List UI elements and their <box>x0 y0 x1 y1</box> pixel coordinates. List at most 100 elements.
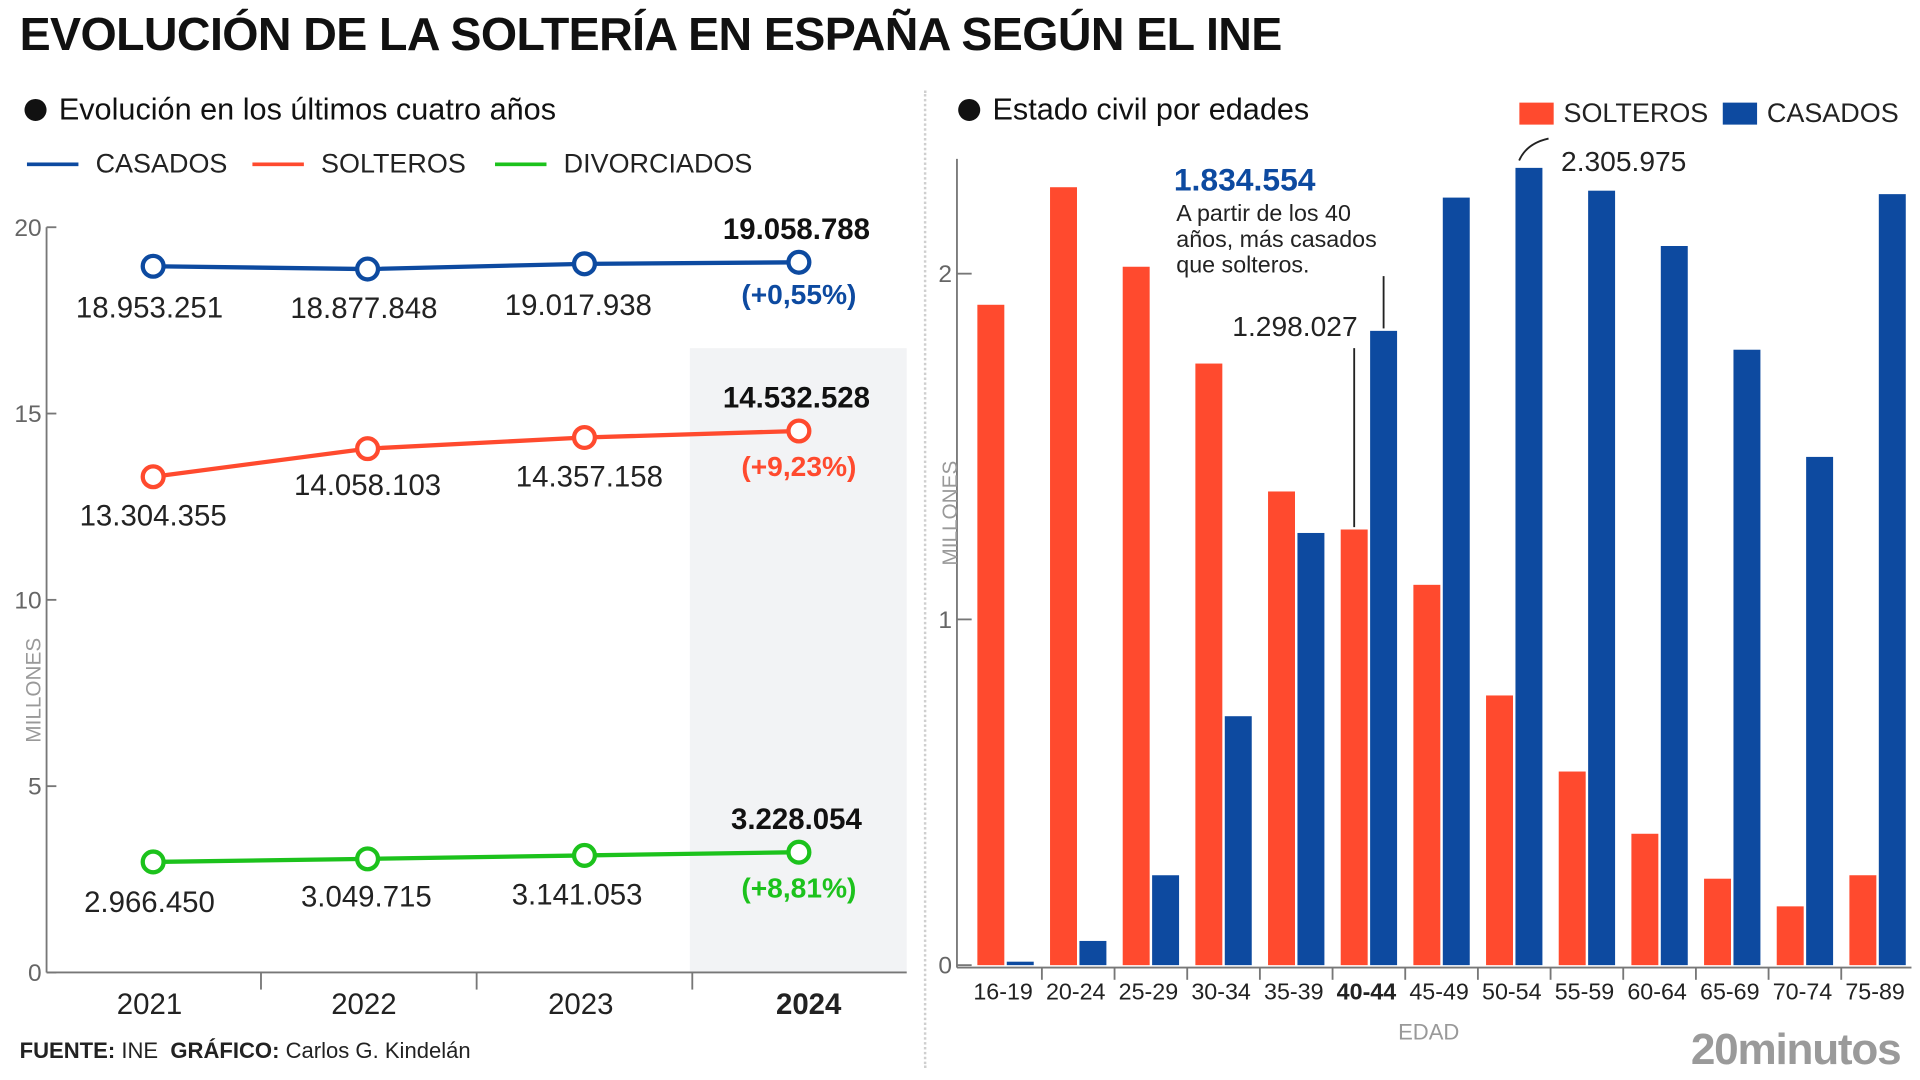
data-label-casados: 18.953.251 <box>76 292 223 325</box>
bar-chart-title: Estado civil por edades <box>992 92 1310 128</box>
line-x-tick-label: 2021 <box>117 988 182 1021</box>
data-label-casados: 19.017.938 <box>505 289 652 322</box>
annotation-note-line: A partir de los 40 <box>1176 200 1351 226</box>
series-line-solteros <box>152 428 799 479</box>
brand-logo: 20minutos <box>1690 1023 1902 1074</box>
line-y-tick-label: 10 <box>14 587 41 614</box>
bar-casados-70-74 <box>1806 456 1834 966</box>
bar-casados-50-54 <box>1515 167 1543 966</box>
data-label-solteros: 13.304.355 <box>80 500 227 533</box>
data-label-latest-divorciados: 3.228.054 <box>731 803 862 836</box>
data-point-solteros <box>786 418 812 444</box>
data-point-solteros <box>355 436 381 462</box>
bar-solteros-35-39 <box>1268 491 1296 966</box>
series-line-casados <box>153 260 799 272</box>
bar-x-tick-label: 75-89 <box>1845 978 1905 1004</box>
bar-x-tick-label: 55-59 <box>1555 978 1615 1004</box>
source-value: INE <box>121 1038 159 1063</box>
bar-casados-25-29 <box>1152 875 1180 966</box>
bar-x-tick-label: 25-29 <box>1119 978 1179 1004</box>
bar-solteros-20-24 <box>1050 187 1077 966</box>
data-point-solteros <box>571 424 598 451</box>
credit-value: Carlos G. Kindelán <box>285 1038 471 1063</box>
bar-x-tick-label: 30-34 <box>1191 978 1251 1004</box>
legend-label-divorciados: DIVORCIADOS <box>563 147 753 179</box>
bar-casados-45-49 <box>1442 197 1470 966</box>
bar-solteros-40-44 <box>1340 529 1368 966</box>
data-label-latest-casados: 19.058.788 <box>723 213 870 246</box>
data-point-solteros <box>140 464 166 490</box>
bar-y-tick-label: 0 <box>938 953 952 980</box>
bar-y-tick-label: 2 <box>938 261 952 288</box>
annotation-note-line: que solteros. <box>1176 251 1309 277</box>
legend-swatch-solteros <box>1519 102 1554 125</box>
data-label-solteros: 14.357.158 <box>516 460 663 493</box>
bar-solteros-16-19 <box>977 304 1005 966</box>
legend-label-bar-casados: CASADOS <box>1766 97 1899 129</box>
legend-label-casados: CASADOS <box>95 147 228 179</box>
bullet-icon <box>24 98 47 121</box>
bar-y-axis-label: MILLONES <box>939 461 962 566</box>
data-point-divorciados <box>786 839 812 865</box>
legend-divorciados: DIVORCIADOS <box>495 148 752 180</box>
data-point-casados <box>571 251 598 277</box>
bar-casados-20-24 <box>1079 940 1107 966</box>
bar-solteros-60-64 <box>1631 833 1659 966</box>
line-x-tick-label: 2023 <box>548 988 613 1021</box>
bullet-icon <box>958 98 981 121</box>
change-label-casados: (+0,55%) <box>741 279 856 310</box>
data-label-latest-solteros: 14.532.528 <box>723 382 870 415</box>
legend-line-casados <box>26 161 79 166</box>
bar-x-tick-label: 20-24 <box>1046 978 1106 1004</box>
legend-line-solteros <box>252 161 304 166</box>
bar-solteros-50-54 <box>1486 695 1514 966</box>
bar-x-tick-label: 40-44 <box>1337 978 1397 1004</box>
bar-solteros-30-34 <box>1195 363 1223 966</box>
annotation-note-line: años, más casados <box>1176 226 1376 252</box>
data-label-solteros: 14.058.103 <box>294 469 441 502</box>
legend-line-divorciados <box>495 161 547 166</box>
legend-label-solteros: SOLTEROS <box>321 147 466 179</box>
data-point-casados <box>786 249 812 275</box>
legend-bar-solteros: SOLTEROS <box>1519 98 1708 130</box>
bar-casados-65-69 <box>1733 349 1761 966</box>
credit-label: GRÁFICO: <box>170 1038 280 1063</box>
line-y-axis-label: MILLONES <box>22 638 45 743</box>
bar-x-tick-label: 45-49 <box>1409 978 1469 1004</box>
bar-casados-40-44 <box>1370 330 1398 966</box>
bar-x-tick-label: 70-74 <box>1773 978 1833 1004</box>
line-chart-title: Evolución en los últimos cuatro años <box>58 92 557 128</box>
bar-casados-30-34 <box>1224 716 1252 966</box>
bar-casados-16-19 <box>1006 961 1034 966</box>
line-y-tick-label: 15 <box>14 401 41 428</box>
data-label-divorciados: 3.141.053 <box>512 878 643 911</box>
bar-y-tick-label: 1 <box>938 607 952 634</box>
annotation-peak-value: 2.305.975 <box>1561 146 1686 177</box>
bar-solteros-75-89 <box>1849 875 1877 966</box>
data-label-divorciados: 2.966.450 <box>84 886 215 919</box>
bar-chart-subtitle: Estado civil por edades <box>958 93 1309 128</box>
line-chart-subtitle: Evolución en los últimos cuatro años <box>24 92 557 128</box>
legend-casados: CASADOS <box>26 147 228 180</box>
data-label-casados: 18.877.848 <box>290 292 437 325</box>
line-x-tick-label: 2024 <box>776 988 842 1021</box>
data-point-divorciados <box>140 849 166 875</box>
data-point-casados <box>355 256 381 282</box>
bar-x-axis-label: EDAD <box>1398 1020 1459 1045</box>
annotation-solteros-value: 1.298.027 <box>1232 311 1357 342</box>
line-x-tick-label: 2022 <box>331 988 396 1021</box>
panel-divider <box>923 90 927 1068</box>
annotation-leader-peak <box>1518 137 1549 161</box>
bar-x-tick-label: 65-69 <box>1700 978 1760 1004</box>
bar-casados-35-39 <box>1297 532 1325 966</box>
data-label-divorciados: 3.049.715 <box>301 881 432 914</box>
bar-solteros-65-69 <box>1704 878 1732 966</box>
data-point-divorciados <box>355 846 381 872</box>
legend-bar-casados: CASADOS <box>1722 97 1899 130</box>
legend-swatch-casados <box>1722 102 1758 125</box>
change-label-solteros: (+9,23%) <box>741 451 856 482</box>
series-line-divorciados <box>153 850 799 865</box>
data-point-casados <box>140 253 166 279</box>
bar-casados-60-64 <box>1660 246 1688 966</box>
